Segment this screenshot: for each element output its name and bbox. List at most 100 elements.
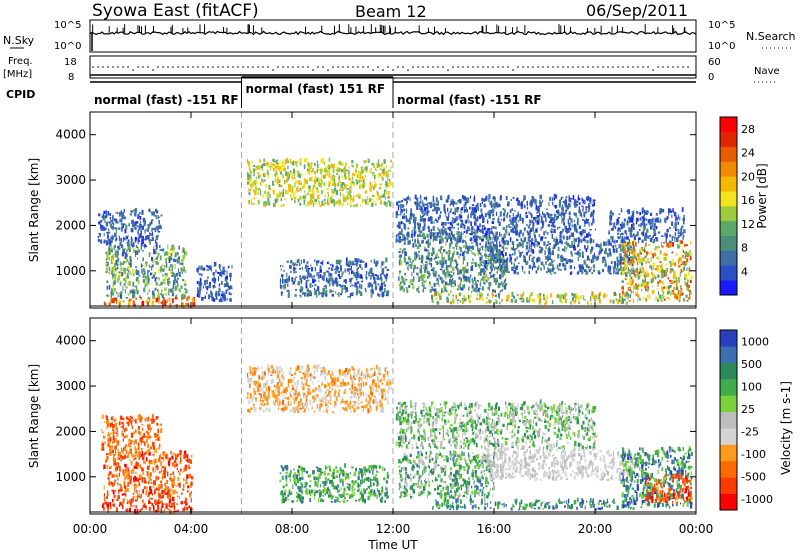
range-cell <box>538 218 540 222</box>
range-cell <box>475 204 478 208</box>
range-cell <box>155 242 158 245</box>
range-cell <box>289 265 292 269</box>
range-cell <box>364 167 366 171</box>
range-cell <box>148 508 151 511</box>
range-cell <box>642 279 645 284</box>
range-cell <box>653 229 656 234</box>
range-cell <box>471 291 473 293</box>
range-cell <box>487 277 489 282</box>
range-cell <box>268 184 271 190</box>
range-cell <box>550 293 552 298</box>
range-cell <box>135 253 136 257</box>
range-cell <box>612 240 615 243</box>
range-cell <box>661 289 663 292</box>
range-cell <box>259 159 261 163</box>
range-cell <box>556 216 559 218</box>
range-cell <box>374 166 376 169</box>
range-cell <box>148 264 151 268</box>
range-cell <box>249 163 251 167</box>
range-cell <box>247 173 250 178</box>
range-cell <box>287 172 290 175</box>
range-cell <box>338 174 340 178</box>
range-cell <box>673 286 676 291</box>
range-cell <box>632 271 634 274</box>
range-cell <box>212 272 215 276</box>
range-cell <box>169 473 172 476</box>
range-cell <box>591 247 593 252</box>
range-cell <box>484 265 487 269</box>
range-cell <box>382 169 385 174</box>
range-cell <box>127 234 129 238</box>
range-cell <box>678 295 681 300</box>
range-cell <box>469 195 472 199</box>
range-cell <box>491 226 494 229</box>
range-cell <box>334 280 337 284</box>
range-cell <box>476 235 479 238</box>
range-cell <box>643 282 646 286</box>
range-cell <box>626 242 629 246</box>
range-cell <box>510 299 514 303</box>
range-cell <box>479 242 481 246</box>
range-cell <box>515 217 517 221</box>
range-cell <box>581 251 583 254</box>
range-cell <box>570 232 573 237</box>
range-cell <box>369 283 372 287</box>
range-cell <box>344 197 347 202</box>
range-cell <box>451 201 454 205</box>
range-cell <box>288 275 290 280</box>
range-cell <box>291 277 294 282</box>
range-cell <box>154 227 157 233</box>
range-cell <box>426 234 429 238</box>
range-cell <box>406 267 409 269</box>
range-cell <box>518 250 520 252</box>
range-cell <box>323 182 326 187</box>
range-cell <box>673 293 677 297</box>
range-cell <box>593 295 596 300</box>
range-cell <box>563 258 566 261</box>
range-cell <box>561 196 564 199</box>
range-cell <box>663 272 666 277</box>
range-cell <box>294 161 297 164</box>
range-cell <box>295 276 298 279</box>
range-cell <box>567 231 570 233</box>
range-cell <box>377 283 380 286</box>
range-cell <box>274 160 277 163</box>
range-cell <box>678 294 680 299</box>
range-cell <box>610 254 612 257</box>
range-cell <box>401 250 403 254</box>
range-cell <box>513 270 516 274</box>
range-cell <box>503 259 507 263</box>
range-cell <box>274 178 276 183</box>
range-cell <box>615 248 618 253</box>
range-cell <box>373 186 375 190</box>
range-cell <box>224 270 226 272</box>
range-cell <box>460 231 462 236</box>
range-cell <box>157 476 160 480</box>
range-cell <box>471 226 474 231</box>
range-cell <box>138 214 140 218</box>
range-cell <box>112 290 115 292</box>
range-cell <box>545 261 547 265</box>
range-cell <box>350 281 352 284</box>
range-cell <box>203 297 206 299</box>
range-cell <box>313 171 317 175</box>
range-cell <box>316 168 318 173</box>
range-cell <box>331 197 334 200</box>
range-cell <box>463 270 466 275</box>
range-cell <box>280 198 283 202</box>
range-cell <box>632 223 635 226</box>
range-cell <box>439 234 441 238</box>
range-cell <box>272 167 275 171</box>
range-cell <box>561 300 563 304</box>
range-cell <box>222 266 225 271</box>
range-cell <box>449 237 452 242</box>
range-cell <box>263 162 265 167</box>
range-cell <box>322 294 324 297</box>
range-cell <box>185 302 187 305</box>
range-cell <box>312 186 314 191</box>
range-cell <box>547 255 549 260</box>
range-cell <box>624 230 627 234</box>
range-cell <box>295 180 297 184</box>
range-cell <box>412 213 415 219</box>
range-cell <box>295 164 298 167</box>
